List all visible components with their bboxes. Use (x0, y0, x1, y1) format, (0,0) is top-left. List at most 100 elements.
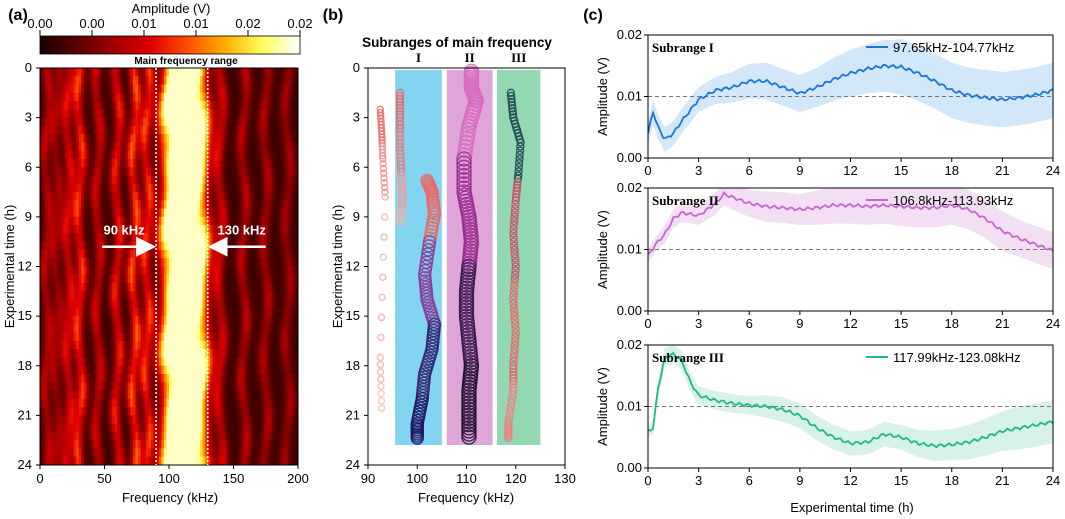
heatmap-cell (52, 117, 57, 127)
heatmap-cell (290, 390, 294, 400)
heatmap-cell (246, 349, 250, 359)
heatmap-cell (163, 84, 168, 94)
heatmap-cell (70, 274, 75, 284)
heatmap-cell (73, 374, 77, 383)
heatmap-cell (236, 249, 240, 259)
heatmap-cell (132, 431, 137, 441)
heatmap-cell (256, 274, 260, 284)
heatmap-cell (132, 307, 137, 317)
heatmap-cell (40, 150, 44, 160)
heatmap-cell (130, 142, 134, 152)
heatmap-cell (210, 92, 214, 102)
heatmap-cell (40, 274, 44, 284)
heatmap-cell (112, 175, 116, 185)
heatmap-cell (179, 324, 183, 334)
heatmap-cell (47, 92, 51, 102)
heatmap-cell (215, 109, 219, 119)
heatmap-cell (45, 125, 49, 135)
heatmap-cell (179, 349, 183, 359)
heatmap-cell (125, 258, 129, 268)
heatmap-cell (81, 407, 85, 416)
heatmap-cell (285, 431, 289, 441)
heatmap-cell (47, 249, 51, 259)
heatmap-cell (230, 374, 235, 383)
heatmap-cell (143, 68, 147, 77)
heatmap-cell (91, 440, 95, 450)
heatmap-cell (81, 349, 85, 359)
heatmap-cell (264, 283, 268, 292)
heatmap-cell (272, 374, 276, 383)
heatmap-cell (65, 382, 69, 392)
heatmap-cell (138, 299, 142, 309)
heatmap-cell (197, 208, 201, 218)
heatmap-cell (272, 192, 276, 201)
heatmap-cell (274, 440, 278, 450)
heatmap-cell (145, 456, 149, 465)
heatmap-cell (132, 216, 137, 226)
heatmap-cell (207, 216, 211, 226)
heatmap-cell (194, 324, 198, 334)
heatmap-cell (218, 357, 222, 367)
heatmap-cell (184, 258, 188, 268)
heatmap-cell (238, 183, 242, 193)
heatmap-cell (205, 225, 209, 235)
heatmap-cell (179, 200, 183, 210)
heatmap-cell (163, 68, 168, 77)
heatmap-cell (40, 357, 44, 367)
heatmap-cell (101, 68, 106, 77)
heatmap-cell (45, 76, 49, 86)
heatmap-cell (94, 374, 98, 383)
heatmap-cell (210, 266, 214, 276)
heatmap-cell (236, 299, 240, 309)
heatmap-cell (150, 382, 155, 392)
heatmap-cell (89, 142, 93, 152)
heatmap-cell (58, 241, 62, 251)
heatmap-cell (228, 76, 232, 86)
heatmap-cell (83, 200, 88, 210)
heatmap-cell (161, 407, 165, 416)
heatmap-cell (218, 340, 222, 350)
heatmap-cell (81, 258, 85, 268)
heatmap-cell (119, 158, 124, 168)
heatmap-cell (158, 208, 162, 218)
heatmap-cell (256, 456, 260, 465)
heatmap-cell (256, 258, 260, 268)
heatmap-cell (220, 92, 224, 102)
heatmap-cell (166, 382, 170, 392)
heatmap-cell (163, 183, 168, 193)
heatmap-cell (60, 440, 64, 450)
heatmap-cell (96, 291, 100, 301)
heatmap-cell (292, 109, 297, 119)
heatmap-cell (194, 398, 198, 408)
heatmap-cell (246, 357, 250, 367)
heatmap-cell (194, 158, 198, 168)
heatmap-cell (119, 68, 124, 77)
heatmap-cell (94, 332, 98, 342)
heatmap-cell (207, 365, 211, 375)
heatmap-cell (205, 324, 209, 334)
heatmap-cell (86, 324, 90, 334)
heatmap-cell (287, 134, 291, 144)
heatmap-cell (107, 158, 111, 168)
heatmap-cell (161, 192, 165, 201)
heatmap-cell (246, 440, 250, 450)
heatmap-cell (40, 241, 44, 251)
heatmap-cell (243, 101, 247, 110)
heatmap-cell (73, 192, 77, 201)
heatmap-cell (210, 225, 214, 235)
heatmap-cell (285, 109, 289, 119)
heatmap-cell (243, 183, 247, 193)
heatmap-cell (248, 316, 253, 325)
heatmap-cell (295, 423, 298, 433)
heatmap-cell (166, 274, 170, 284)
heatmap-cell (292, 134, 297, 144)
heatmap-cell (277, 440, 281, 450)
heatmap-cell (45, 158, 49, 168)
heatmap-cell (45, 68, 49, 77)
heatmap-cell (264, 357, 268, 367)
heatmap-cell (207, 258, 211, 268)
heatmap-cell (230, 291, 235, 301)
heatmap-cell (274, 158, 278, 168)
heatmap-cell (112, 233, 116, 243)
heatmap-cell (96, 101, 100, 110)
